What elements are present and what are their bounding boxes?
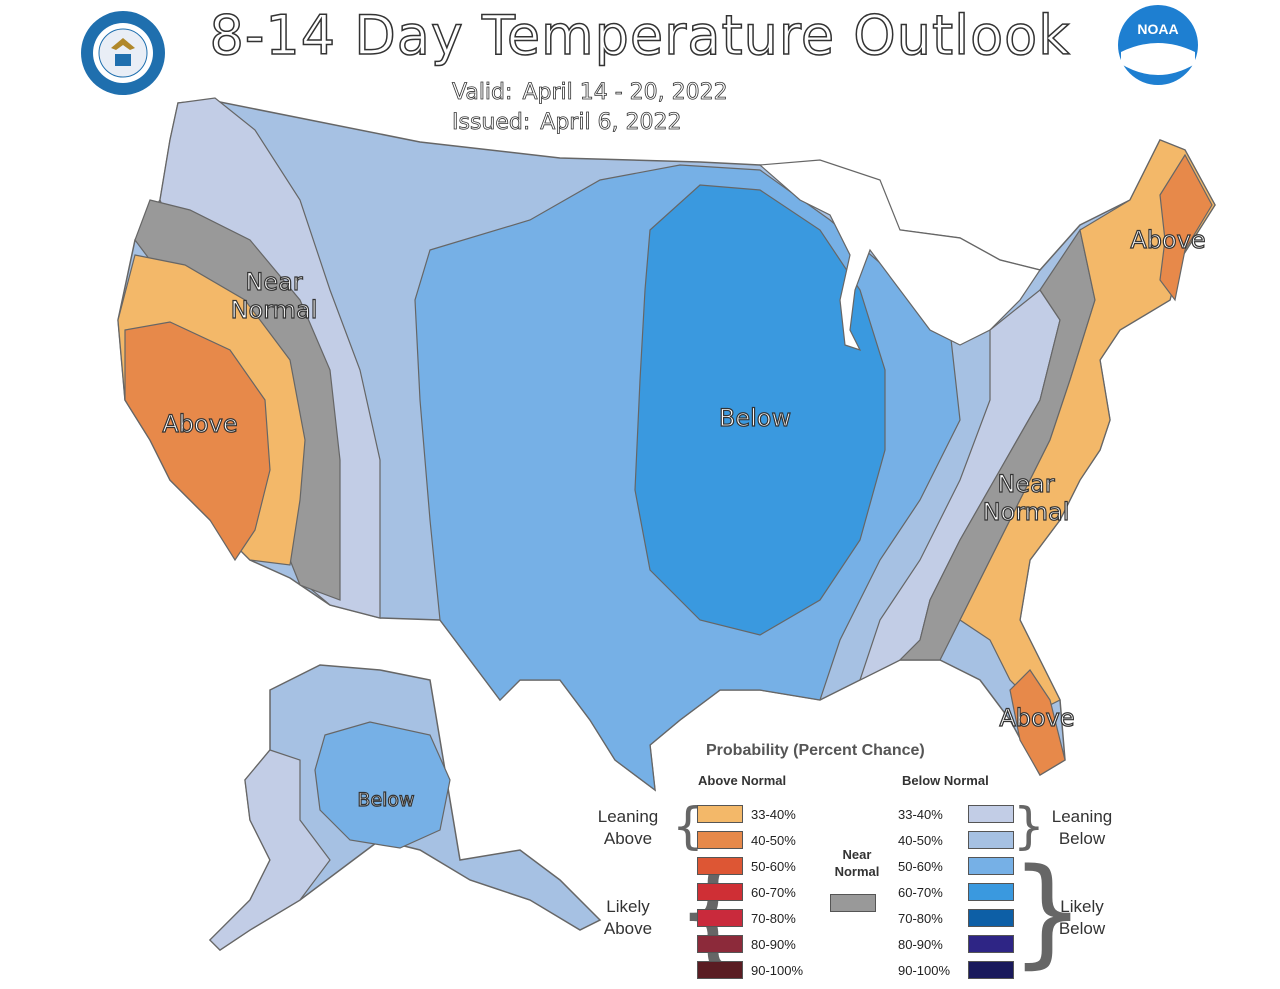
legend-row-below-40-50: 40-50% xyxy=(898,830,1014,850)
legend-swatch xyxy=(697,909,743,927)
legend-value: 80-90% xyxy=(751,936,796,952)
west-near-normal-label: Near Normal xyxy=(230,267,318,324)
florida-above-label: Above xyxy=(999,703,1076,732)
leaning-above-label: Leaning Above xyxy=(597,807,659,848)
alaska-below-label: Below xyxy=(357,788,415,811)
legend-swatch xyxy=(697,935,743,953)
near-normal-swatch xyxy=(830,894,876,912)
legend-row-above-70-80: 70-80% xyxy=(697,908,821,928)
alaska-below xyxy=(314,721,451,849)
commerce-seal-logo xyxy=(81,11,165,95)
valid-value: April 14 - 20, 2022 xyxy=(522,80,728,106)
legend-swatch xyxy=(968,935,1014,953)
legend-row-below-50-60: 50-60% xyxy=(898,856,1014,876)
legend-swatch xyxy=(968,831,1014,849)
great-lakes xyxy=(758,159,1041,352)
legend-row-below-80-90: 80-90% xyxy=(898,934,1014,954)
alaska-leaning-below xyxy=(209,749,331,951)
leaning-below-brace: } xyxy=(1013,797,1045,855)
legend-swatch xyxy=(968,857,1014,875)
legend-above-header: Above Normal xyxy=(698,773,787,788)
legend-swatch xyxy=(697,961,743,979)
west-above-label: Above xyxy=(162,409,239,438)
legend-value: 80-90% xyxy=(898,936,943,952)
legend-value: 40-50% xyxy=(898,832,943,848)
legend-row-above-60-70: 60-70% xyxy=(697,882,821,902)
northeast-above-label: Above xyxy=(1130,225,1207,254)
legend-swatch xyxy=(968,961,1014,979)
legend-value: 40-50% xyxy=(751,832,796,848)
legend-value: 90-100% xyxy=(751,962,804,978)
legend-row-above-33-40: 33-40% xyxy=(697,804,821,824)
legend-swatch xyxy=(697,857,743,875)
map-title: 8-14 Day Temperature Outlook xyxy=(209,3,1071,68)
central-below-label: Below xyxy=(718,403,792,432)
legend-value: 70-80% xyxy=(898,910,943,926)
issued-line: Issued: April 6, 2022 xyxy=(452,110,682,136)
legend-value: 50-60% xyxy=(898,858,943,874)
legend-row-below-90-100: 90-100% xyxy=(898,960,1014,980)
legend-value: 60-70% xyxy=(898,884,943,900)
noaa-logo-text: NOAA xyxy=(1137,21,1178,37)
legend-swatch xyxy=(968,805,1014,823)
legend-row-above-80-90: 80-90% xyxy=(697,934,821,954)
near-normal-legend-label: Near Normal xyxy=(834,847,880,879)
legend-value: 50-60% xyxy=(751,858,796,874)
legend-title: Probability (Percent Chance) xyxy=(706,742,925,759)
legend-value: 33-40% xyxy=(898,806,943,822)
legend-row-below-70-80: 70-80% xyxy=(898,908,1014,928)
legend-value: 90-100% xyxy=(898,962,951,978)
likely-below-brace: } xyxy=(1010,842,1086,980)
florida-above xyxy=(1009,669,1066,776)
legend-row-above-50-60: 50-60% xyxy=(697,856,821,876)
legend-row-above-90-100: 90-100% xyxy=(697,960,821,980)
west-above xyxy=(124,321,271,562)
east-near-normal-label: Near Normal xyxy=(982,469,1070,526)
legend-row-above-40-50: 40-50% xyxy=(697,830,821,850)
issued-label: Issued: xyxy=(452,110,531,136)
legend-value: 33-40% xyxy=(751,806,796,822)
legend-swatch xyxy=(697,883,743,901)
legend-row-below-33-40: 33-40% xyxy=(898,804,1014,824)
noaa-logo: NOAA xyxy=(1118,5,1198,85)
legend-row-below-60-70: 60-70% xyxy=(898,882,1014,902)
legend-swatch xyxy=(968,883,1014,901)
legend-swatch xyxy=(968,909,1014,927)
northeast-above xyxy=(1159,153,1213,302)
leaning-below-label: Leaning Below xyxy=(1051,807,1113,848)
legend-swatch xyxy=(697,831,743,849)
east-leaning-above xyxy=(959,139,1216,711)
issued-value: April 6, 2022 xyxy=(540,110,682,136)
central-below-60-70 xyxy=(634,184,886,636)
likely-above-label: Likely Above xyxy=(603,897,653,938)
likely-below-label: Likely Below xyxy=(1058,897,1106,938)
legend-below-header: Below Normal xyxy=(902,773,989,788)
valid-label: Valid: xyxy=(452,80,513,106)
legend-swatch xyxy=(697,805,743,823)
legend-value: 70-80% xyxy=(751,910,796,926)
legend-value: 60-70% xyxy=(751,884,796,900)
valid-line: Valid: April 14 - 20, 2022 xyxy=(452,80,728,106)
